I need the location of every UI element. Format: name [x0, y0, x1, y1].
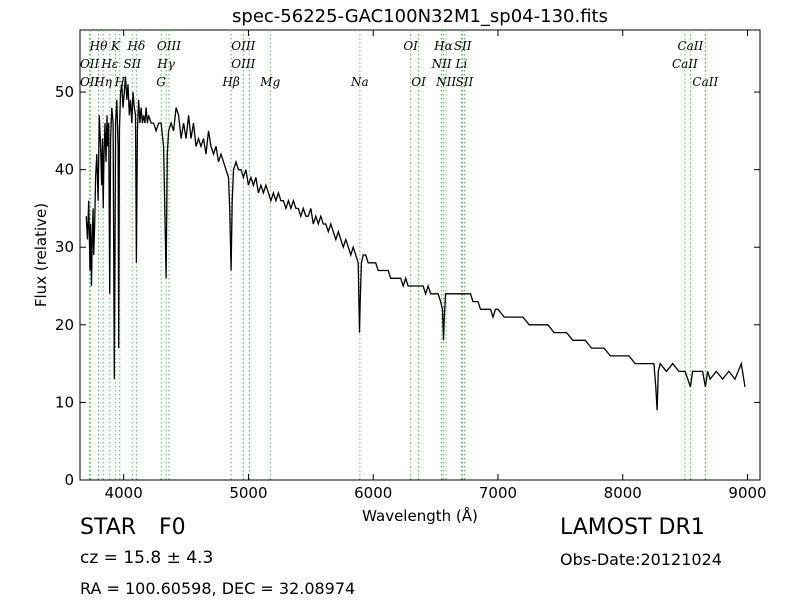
- y-tick-label: 10: [55, 393, 74, 411]
- x-tick-label: 4000: [105, 484, 143, 502]
- spectral-line-label: Mg: [259, 75, 280, 89]
- spectral-line-label: K: [110, 39, 121, 53]
- x-tick-label: 7000: [479, 484, 517, 502]
- spectral-line-label: CaII: [692, 75, 718, 89]
- spectral-line-label: SII: [123, 57, 141, 71]
- spectral-line-label: Hγ: [156, 57, 175, 71]
- spectral-line-label: OII: [80, 75, 100, 89]
- spectral-line-label: OI: [403, 39, 418, 53]
- spectral-line-label: Hδ: [127, 39, 146, 53]
- y-tick-label: 40: [55, 161, 74, 179]
- spectral-line-label: G: [156, 75, 166, 89]
- spectral-line-label: OII: [80, 57, 100, 71]
- spectral-line-label: Na: [350, 75, 369, 89]
- y-tick-label: 0: [64, 471, 74, 489]
- x-tick-label: 9000: [728, 484, 766, 502]
- x-axis-label: Wavelength (Å): [362, 506, 478, 525]
- spectral-line-label: OI: [411, 75, 426, 89]
- y-axis-label: Flux (relative): [32, 203, 50, 307]
- x-tick-label: 5000: [229, 484, 267, 502]
- x-tick-label: 6000: [354, 484, 392, 502]
- spectral-line-label: SII: [454, 39, 472, 53]
- subclass-label: F0: [159, 515, 186, 540]
- survey-label: LAMOST DR1: [560, 515, 705, 540]
- obs-date-text: Obs-Date:20121024: [560, 550, 722, 569]
- spectral-line-label: Hθ: [89, 39, 108, 53]
- spectral-line-label: SII: [456, 75, 474, 89]
- class-label: STAR: [80, 515, 137, 540]
- x-tick-label: 8000: [604, 484, 642, 502]
- spectral-line-label: Li: [455, 57, 468, 71]
- y-tick-label: 50: [55, 83, 74, 101]
- y-tick-label: 30: [55, 238, 74, 256]
- spectral-line-label: CaII: [672, 57, 698, 71]
- axis-layer: 4000 5000 6000 7000 8000 9000 0 10 20 30 40 50: [55, 30, 767, 502]
- line-marker-layer: [89, 30, 706, 480]
- spectral-line-label: CaII: [677, 39, 703, 53]
- spectrum-line: [85, 76, 746, 411]
- spectral-line-label: Hα: [433, 39, 453, 53]
- spectral-line-label: OIII: [157, 39, 181, 53]
- spectral-line-label: OIII: [231, 39, 255, 53]
- spectral-line-label: Hη: [93, 75, 112, 89]
- y-tick-label: 20: [55, 316, 74, 334]
- spectral-line-label: OIII: [231, 57, 255, 71]
- chart-title: spec-56225-GAC100N32M1_sp04-130.fits: [232, 6, 608, 27]
- spectral-line-label: Hβ: [221, 75, 239, 89]
- plot-frame: [79, 29, 761, 481]
- spectral-line-label: Hε: [100, 57, 118, 71]
- spectral-line-label: NII: [435, 75, 456, 89]
- spectral-line-label: H: [114, 75, 126, 89]
- redshift-text: cz = 15.8 ± 4.3: [80, 548, 214, 568]
- coords-text: RA = 100.60598, DEC = 32.08974: [80, 579, 356, 598]
- spectral-line-label: NII: [431, 57, 452, 71]
